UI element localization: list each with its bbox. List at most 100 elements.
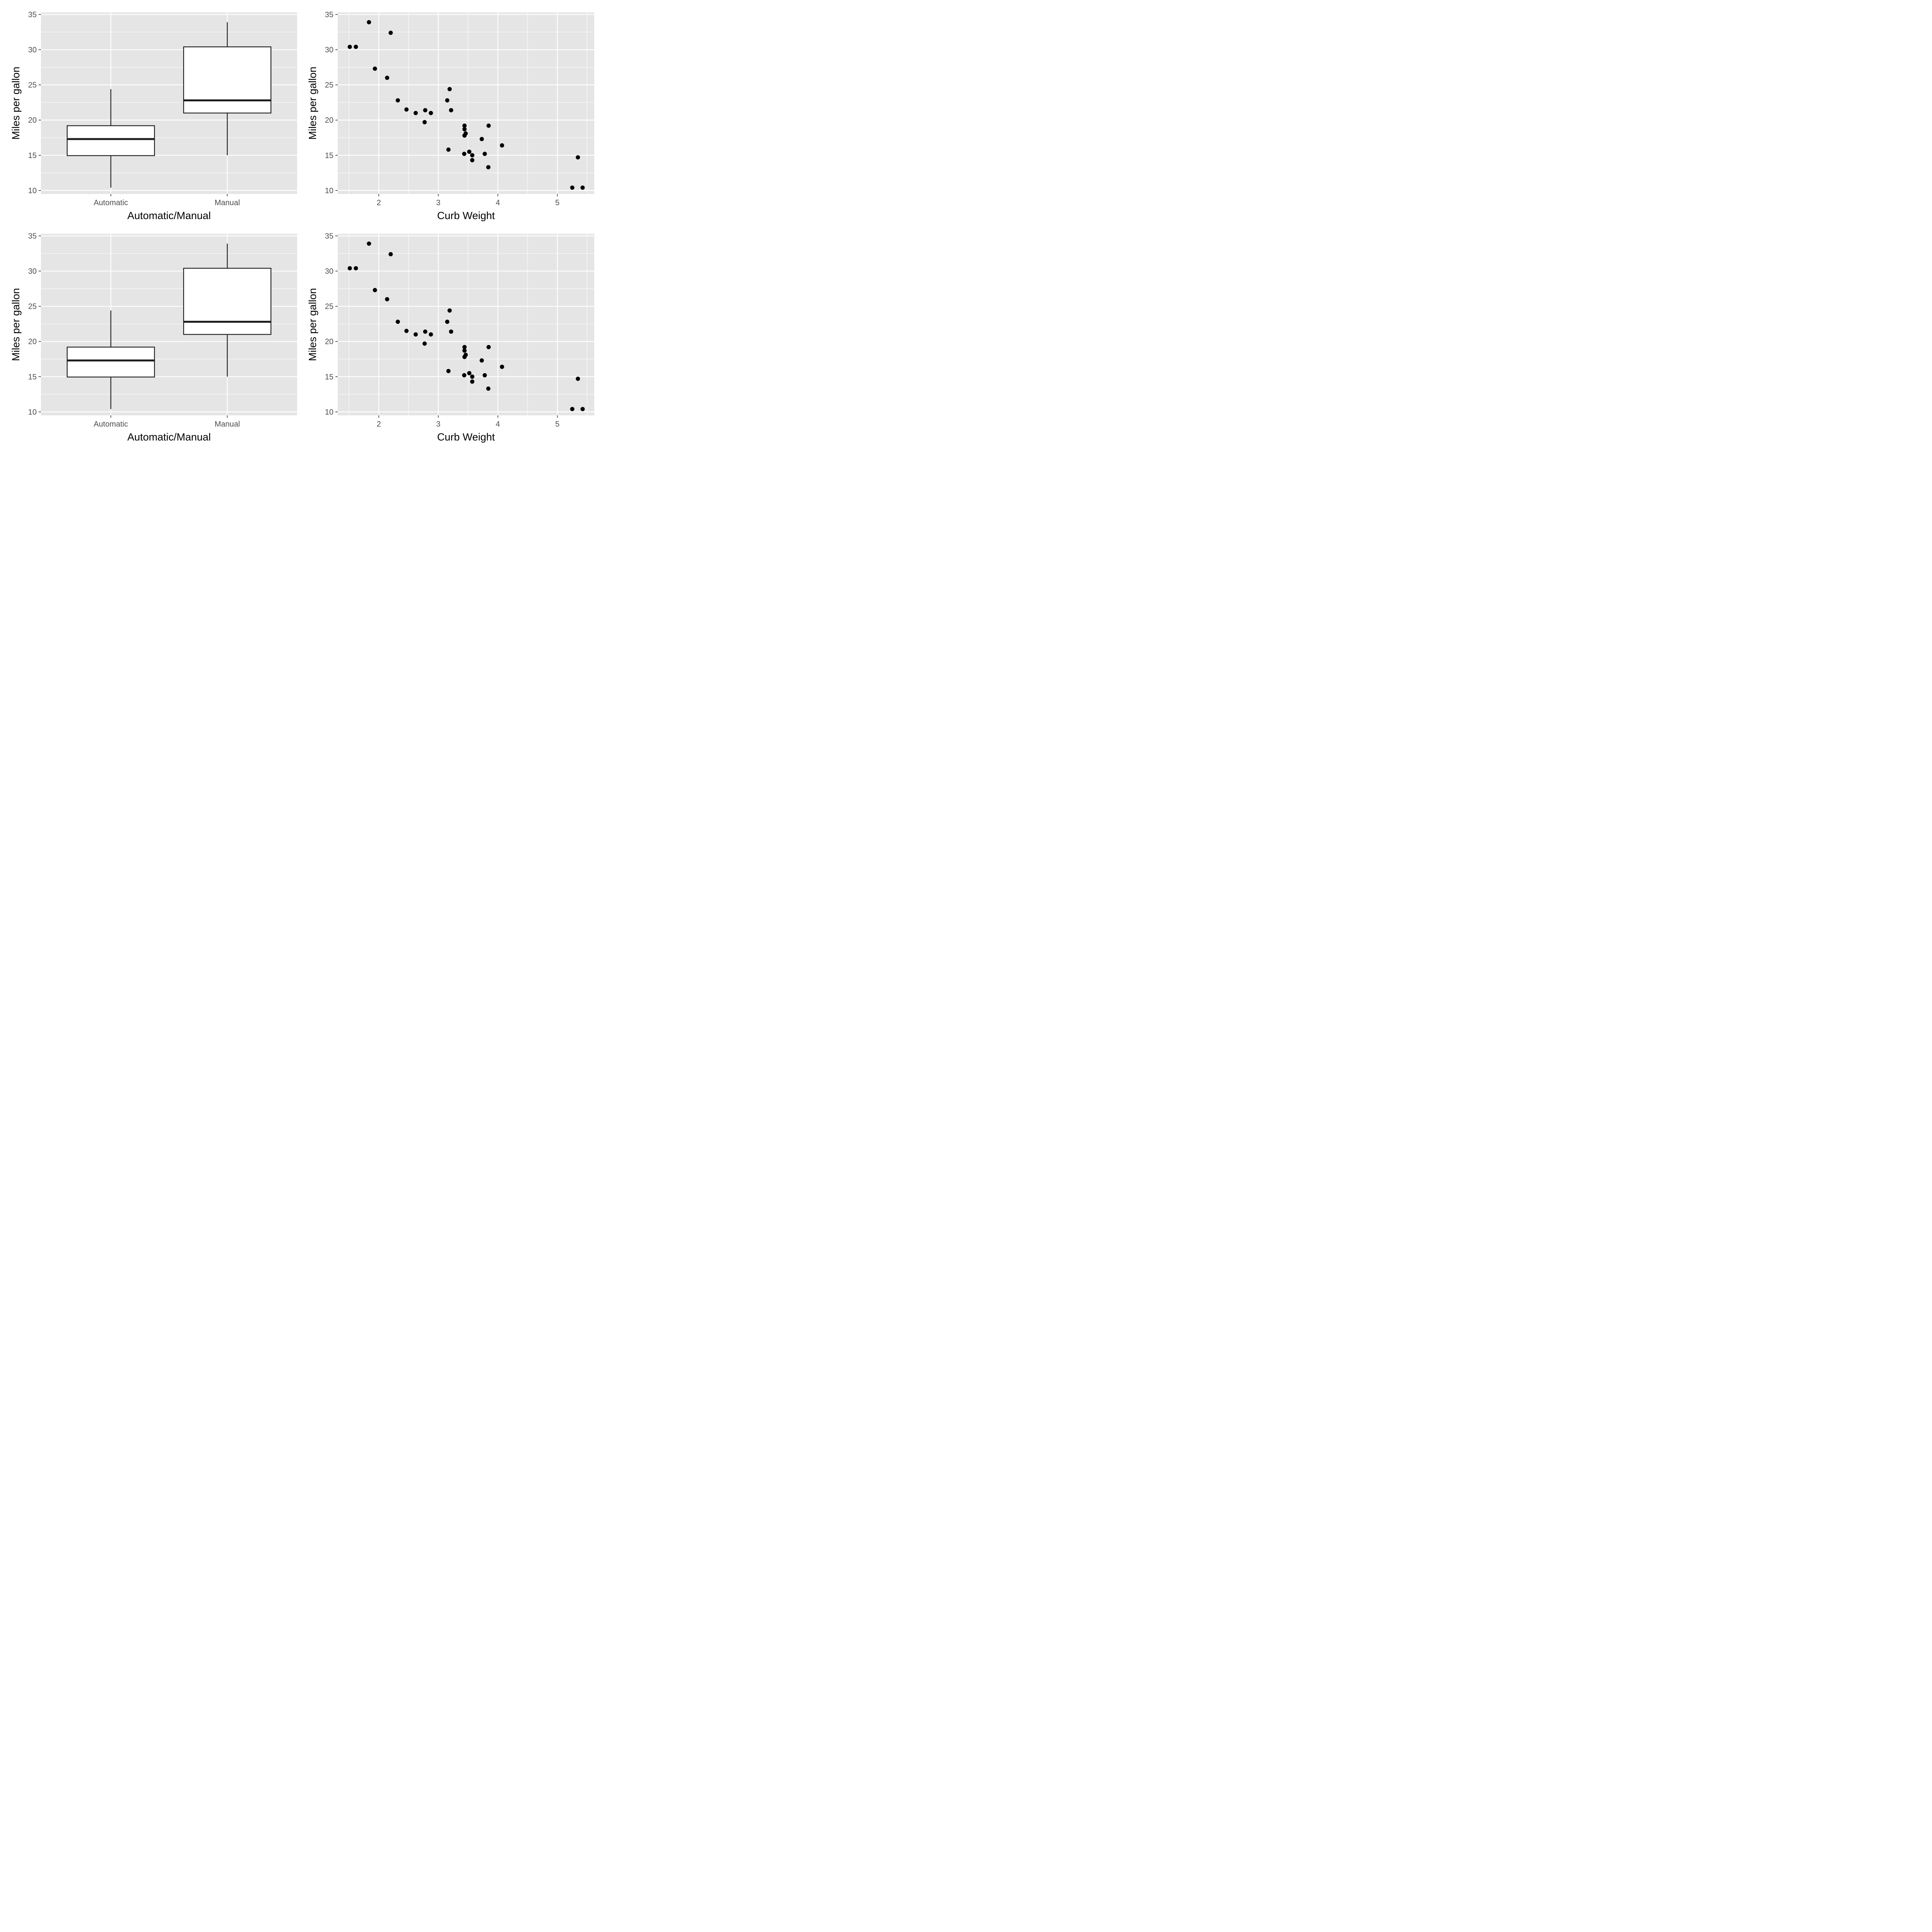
scatter-point [447,308,452,313]
scatter-point [467,371,471,376]
y-tick-label: 10 [325,408,333,417]
x-tick-label: 4 [496,199,500,207]
box-iqr [183,46,272,114]
scatter-point [570,407,575,412]
box-manual [183,22,272,155]
scatter-point [423,108,427,112]
scatter-point [486,165,491,170]
x-tick-label: 4 [496,420,500,429]
box-iqr [183,268,272,335]
scatter-point [445,320,449,324]
y-tick-label: 25 [28,81,37,90]
x-tick-label: 2 [377,420,381,429]
chart-panel-4: 10 15 20 25 30 35 2 3 4 5 Curb Weight Miles per gal… [307,232,594,443]
scatter-point [446,369,451,373]
y-tick-label: 10 [28,408,37,417]
scatter-point [483,373,487,378]
y-tick-label: 35 [28,232,37,240]
scatter-point [367,20,371,25]
scatter-point [449,108,453,112]
y-tick-label: 25 [325,303,333,311]
y-tick-label: 25 [28,303,37,311]
scatter-point [580,407,585,412]
scatter-point [367,242,371,246]
y-tick-label: 30 [28,46,37,54]
scatter-point [467,150,471,154]
scatter-point [486,123,491,128]
scatter-point [500,143,504,148]
y-axis-title: Miles per gallon [307,66,318,139]
scatter-point [462,345,467,349]
scatter-point [354,44,358,49]
chart-panel-3: 10 15 20 25 30 35 Automatic ManualAutomatic/Man… [10,232,297,443]
scatter-point [470,153,474,158]
plot-panel-background [338,234,594,415]
y-axis-title: Miles per gallon [10,288,22,361]
y-tick-label: 25 [325,81,333,90]
y-tick-label: 30 [28,267,37,276]
y-tick-label: 20 [325,338,333,346]
box-iqr [66,347,155,378]
scatter-point [429,332,433,337]
scatter-point [576,155,580,160]
scatter-point [570,185,575,190]
y-axis-title: Miles per gallon [10,66,22,139]
x-axis-title: Automatic/Manual [127,431,211,443]
scatter-point [449,329,453,334]
chart-panel-2: 10 15 20 25 30 35 2 3 4 5 Curb Weight Miles per gal… [307,10,594,221]
scatter-point [388,252,393,257]
scatter-point [372,66,377,71]
scatter-point [446,147,451,152]
scatter-point [385,75,389,80]
scatter-point [480,137,484,141]
scatter-point [462,355,467,359]
x-tick-label: 3 [436,199,440,207]
figure: 10 15 20 25 30 35 Automatic Manual Automatic/Man… [0,0,603,452]
plot-panel-background [338,12,594,194]
scatter-points [347,20,585,190]
scatter-point [413,332,418,337]
box-automatic [66,310,155,409]
scatter-point [422,341,427,346]
chart-panel-1: 10 15 20 25 30 35 Automatic ManualAutomatic/Man… [10,10,297,221]
scatter-point [576,376,580,381]
scatter-point [470,158,474,163]
y-tick-label: 35 [325,10,333,19]
x-tick-label: Manual [214,199,240,207]
scatter-point [347,44,352,49]
y-tick-label: 35 [28,10,37,19]
scatter-point [388,31,393,35]
scatter-point [404,107,409,112]
x-axis-title: Curb Weight [437,210,495,221]
scatter-point [462,373,466,378]
y-tick-label: 15 [325,151,333,160]
x-axis-title: Automatic/Manual [127,210,211,221]
scatter-point [347,266,352,270]
scatter-point [470,374,474,379]
scatter-point [396,320,400,324]
scatter-point [470,379,474,384]
x-tick-label: Automatic [94,199,128,207]
x-tick-label: Manual [214,420,240,429]
scatter-point [462,151,466,156]
x-tick-label: 2 [377,199,381,207]
y-tick-label: 30 [325,267,333,276]
scatter-point [354,266,358,270]
scatter-point [404,328,409,333]
y-tick-label: 15 [325,373,333,381]
scatter-point [422,120,427,124]
y-tick-label: 15 [28,373,37,381]
scatter-point [486,345,491,349]
scatter-point [447,87,452,92]
scatter-point [500,364,504,369]
scatter-point [445,98,449,103]
scatter-point [462,348,467,353]
scatter-point [429,111,433,116]
y-tick-label: 30 [325,46,333,54]
y-tick-label: 10 [325,187,333,195]
x-axis-title: Curb Weight [437,431,495,443]
scatter-point [413,111,418,116]
scatter-point [462,123,467,128]
y-tick-label: 35 [325,232,333,240]
